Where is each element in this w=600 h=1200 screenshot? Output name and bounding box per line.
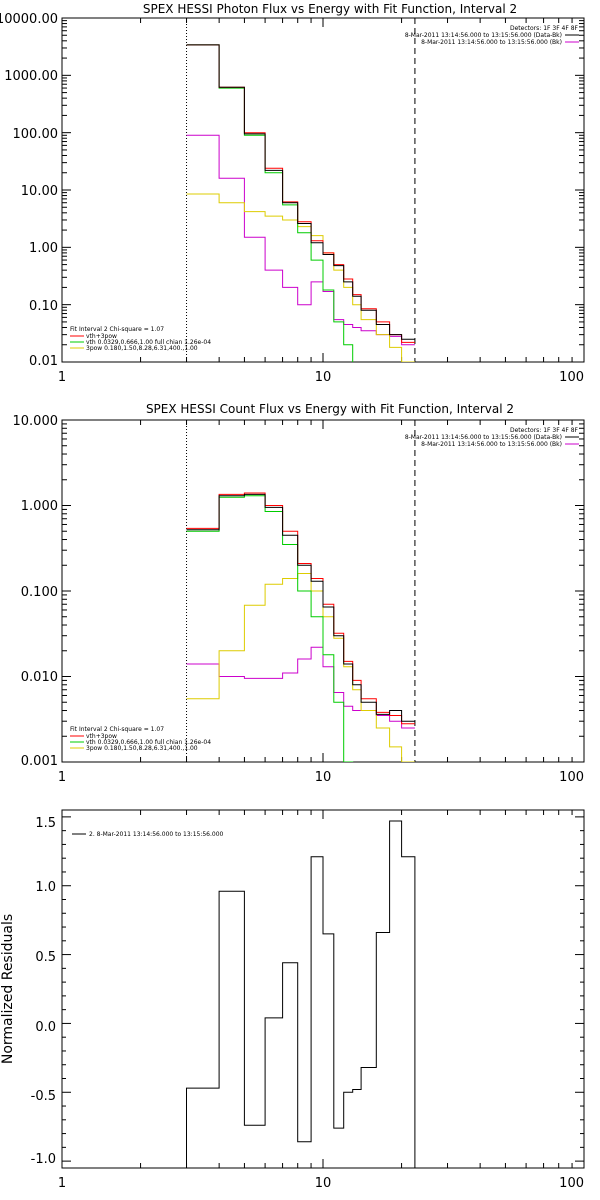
- photon-chart: SPEX HESSI Photon Flux vs Energy with Fi…: [0, 2, 585, 385]
- count-title: SPEX HESSI Count Flux vs Energy with Fit…: [146, 402, 514, 416]
- photon-ytick-label: 1000.00: [4, 69, 58, 84]
- resid-ytick-label: 1.5: [35, 816, 56, 831]
- resid-legend-label: 2. 8-Mar-2011 13:14:56.000 to 13:15:56.0…: [89, 831, 224, 838]
- photon-ytick-label: 0.10: [29, 299, 58, 314]
- resid-ylabel: Normalized Residuals: [0, 914, 16, 1064]
- resid-y-tick-labels: 1.5 1.0 0.5 0.0 -0.5 -1.0: [31, 816, 56, 1167]
- photon-detectors-label: Detectors: 1F 3F 4F 8F: [510, 25, 579, 32]
- resid-xtick-label: 1: [58, 1176, 66, 1191]
- count-legend-bk-label: 8-Mar-2011 13:14:56.000 to 13:15:56.000 …: [421, 441, 562, 448]
- photon-fit-info: Fit Interval 2 Chi-square = 1.07: [70, 326, 164, 333]
- photon-legend-left: Fit Interval 2 Chi-square = 1.07 vth+3po…: [70, 326, 211, 352]
- count-x-tick-labels: 1 10 100: [58, 770, 584, 785]
- resid-legend: 2. 8-Mar-2011 13:14:56.000 to 13:15:56.0…: [72, 831, 224, 838]
- count-detectors-label: Detectors: 1F 3F 4F 8F: [510, 427, 579, 434]
- photon-ytick-label: 0.01: [29, 354, 58, 369]
- resid-plot-area: [186, 820, 416, 1168]
- count-xtick-label: 100: [559, 770, 584, 785]
- resid-ytick-label: 0.0: [35, 1020, 56, 1035]
- resid-x-tick-labels: 1 10 100: [58, 1176, 584, 1191]
- count-ytick-label: 0.100: [21, 585, 58, 600]
- count-series-1: [186, 492, 415, 725]
- count-y-tick-labels: 10.000 1.000 0.100 0.010 0.001: [13, 414, 59, 769]
- photon-ytick-label: 1.00: [29, 241, 58, 256]
- count-legend-data-label: 8-Mar-2011 13:14:56.000 to 13:15:56.000 …: [405, 434, 562, 441]
- photon-xtick-label: 10: [315, 370, 332, 385]
- photon-y-tick-labels: 10000.00 1000.00 100.00 10.00 1.00 0.10 …: [0, 12, 58, 369]
- count-chart: SPEX HESSI Count Flux vs Energy with Fit…: [13, 402, 585, 785]
- photon-ytick-label: 100.00: [13, 127, 59, 142]
- count-xtick-label: 1: [58, 770, 66, 785]
- count-series-2: [186, 495, 354, 762]
- photon-legend-fit-label: vth+3pow: [86, 333, 117, 340]
- resid-tick-marks: [61, 810, 585, 1168]
- count-series-group: [186, 420, 416, 762]
- count-series-0: [186, 493, 415, 722]
- count-xtick-label: 10: [315, 770, 332, 785]
- resid-ytick-label: 0.5: [35, 950, 56, 965]
- photon-series-0: [186, 44, 415, 340]
- count-ytick-label: 10.000: [13, 414, 59, 429]
- count-legend-left: Fit Interval 2 Chi-square = 1.07 vth+3po…: [70, 726, 211, 752]
- photon-legend-right: Detectors: 1F 3F 4F 8F 8-Mar-2011 13:14:…: [405, 25, 579, 46]
- count-ytick-label: 0.010: [21, 670, 58, 685]
- photon-series-group: [186, 18, 416, 362]
- photon-xtick-label: 100: [559, 370, 584, 385]
- resid-xtick-label: 10: [315, 1176, 332, 1191]
- count-legend-vth-label: vth 0.0329,0.666,1.00 full chian 1.26e-0…: [86, 739, 211, 746]
- count-series-3: [186, 573, 415, 762]
- photon-ytick-label: 10000.00: [0, 12, 58, 27]
- photon-series-2: [186, 44, 354, 362]
- resid-series-group: [186, 820, 416, 1168]
- count-series-4: [186, 646, 415, 729]
- count-legend-right: Detectors: 1F 3F 4F 8F 8-Mar-2011 13:14:…: [405, 427, 579, 448]
- photon-ytick-label: 10.00: [21, 184, 58, 199]
- resid-ytick-label: -1.0: [31, 1152, 56, 1167]
- photon-legend-bk-label: 8-Mar-2011 13:14:56.000 to 13:15:56.000 …: [421, 39, 562, 46]
- count-fit-info: Fit Interval 2 Chi-square = 1.07: [70, 726, 164, 733]
- residuals-chart: Normalized Residuals 1.5 1.0 0.5 0.0 -0.…: [0, 809, 585, 1191]
- photon-legend-data-label: 8-Mar-2011 13:14:56.000 to 13:15:56.000 …: [405, 32, 562, 39]
- count-legend-3pow-label: 3pow 0.180,1.50,8.28,6.31,400.,1.00: [86, 745, 198, 752]
- photon-series-4: [186, 134, 415, 346]
- photon-axes-frame: [61, 17, 585, 363]
- resid-series-0: [186, 820, 416, 1168]
- photon-x-tick-labels: 1 10 100: [58, 370, 584, 385]
- photon-tick-marks: [61, 17, 585, 363]
- photon-title: SPEX HESSI Photon Flux vs Energy with Fi…: [143, 2, 517, 16]
- resid-ytick-label: -0.5: [31, 1089, 56, 1104]
- count-legend-fit-label: vth+3pow: [86, 733, 117, 740]
- count-ytick-label: 0.001: [21, 754, 58, 769]
- resid-xtick-label: 100: [559, 1176, 584, 1191]
- photon-series-3: [186, 193, 415, 362]
- photon-series-1: [186, 44, 415, 343]
- photon-legend-3pow-label: 3pow 0.180,1.50,8.28,6.31,400.,1.00: [86, 345, 198, 352]
- photon-plot-area: [186, 18, 416, 362]
- resid-ytick-label: 1.0: [35, 880, 56, 895]
- count-plot-area: [186, 420, 416, 762]
- photon-legend-vth-label: vth 0.0329,0.666,1.00 full chian 1.26e-0…: [86, 339, 211, 346]
- count-ytick-label: 1.000: [21, 499, 58, 514]
- photon-xtick-label: 1: [58, 370, 66, 385]
